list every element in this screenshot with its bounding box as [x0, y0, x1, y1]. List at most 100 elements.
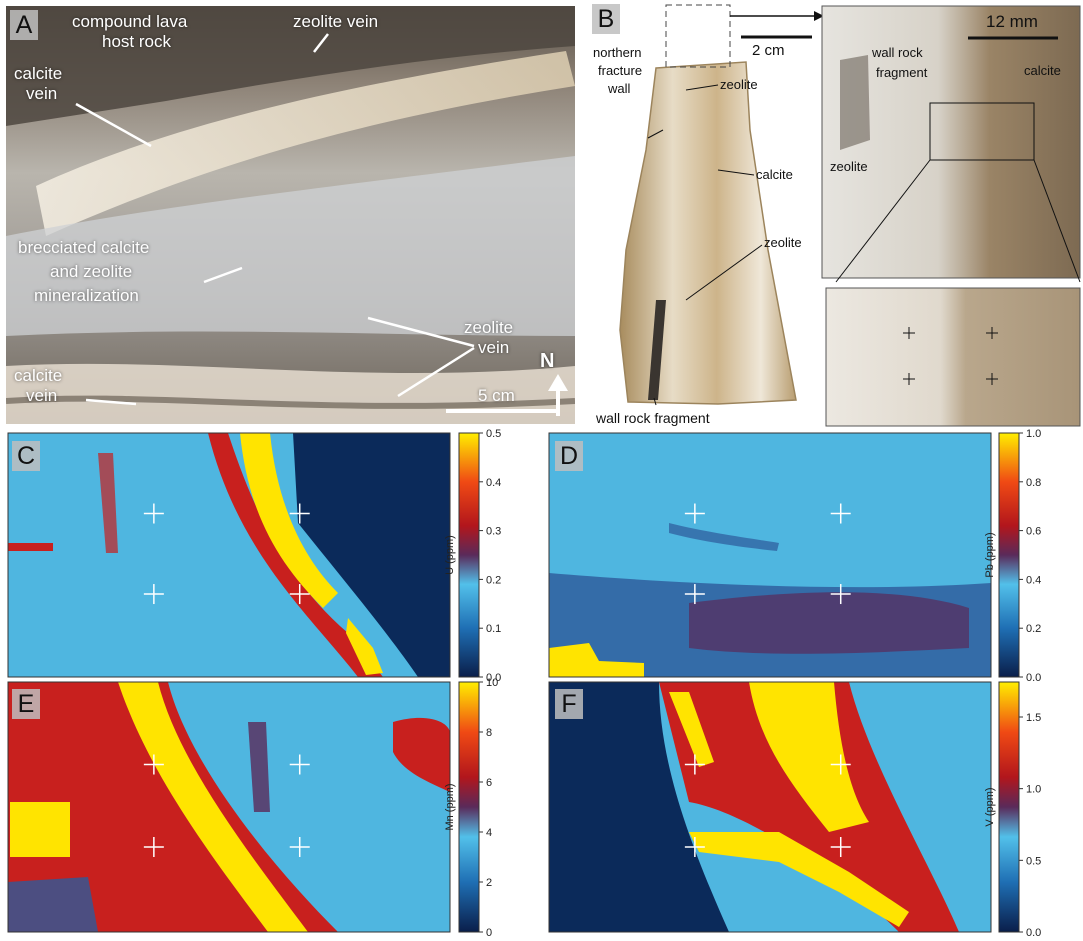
- map-c-region-4: [8, 543, 53, 551]
- scale-bar-label-a: 5 cm: [478, 386, 515, 405]
- breccia-label-2: and zeolite: [50, 262, 133, 281]
- panel-a-label: A: [10, 10, 38, 40]
- panel-f-label: F: [555, 689, 583, 719]
- map-d-colorbar-tick-label-3: 0.6: [1026, 526, 1041, 538]
- map-f-colorbar-tick-label-0: 0.0: [1026, 927, 1041, 936]
- map-f-background: [549, 682, 991, 932]
- map-e-background: [8, 682, 450, 932]
- arrow-zeolite-vein-top: [313, 33, 329, 53]
- map-c-region-1: [208, 433, 383, 677]
- calcite-vein-label-top-2: vein: [26, 84, 58, 103]
- specimen-slab: [619, 61, 797, 405]
- map-e-colorbar-tick-label-3: 6: [486, 777, 492, 789]
- breccia-label-1: brecciated calcite: [18, 238, 150, 257]
- zoom-box: [929, 102, 1035, 161]
- spot-markers: [903, 327, 998, 385]
- map-c-frame: [7, 432, 451, 678]
- arrow-zeolite-vein-bottom-1: [367, 316, 475, 348]
- zeolite-label-b2: zeolite: [764, 235, 802, 250]
- map-d-region-3: [669, 523, 779, 551]
- panel-b: B northern fracture wall zeolite calcite…: [578, 0, 1083, 432]
- map-d-region-0: [549, 573, 991, 677]
- map-e-region-2: [10, 802, 70, 857]
- zoom-photo: [825, 287, 1081, 427]
- map-f-colorbar-tick-label-2: 1.0: [1026, 784, 1041, 796]
- zeolite-vein-label-top: zeolite vein: [293, 12, 379, 31]
- inset-calcite-label: calcite: [1024, 63, 1061, 78]
- map-d-colorbar-tick-label-4: 0.8: [1026, 477, 1041, 489]
- inset-wall-rock-label-2: fragment: [876, 65, 928, 80]
- map-c-colorbar-tick-label-3: 0.3: [486, 526, 501, 538]
- map-c-region-0: [293, 433, 450, 677]
- map-c-background: [8, 433, 450, 677]
- map-d-frame: [548, 432, 992, 678]
- calcite-label-b: calcite: [756, 167, 793, 182]
- breccia-label-3: mineralization: [34, 286, 139, 305]
- map-c-colorbar-tick-label-1: 0.1: [486, 623, 501, 635]
- map-c-colorbar: [458, 432, 480, 678]
- arrow-zeolite-vein-bottom-2: [397, 346, 475, 398]
- map-c-colorbar-tick-label-0: 0.0: [486, 672, 501, 684]
- map-d-background: [549, 433, 991, 677]
- map-c-region-5: [98, 453, 118, 553]
- dashed-inset-box: [665, 4, 731, 68]
- map-e-region-3: [8, 877, 98, 932]
- north-label: N: [540, 350, 555, 372]
- calcite-vein-label-top-1: calcite: [14, 64, 63, 83]
- map-e-region-1: [118, 682, 308, 932]
- map-f-frame: [548, 681, 992, 933]
- arrow-calcite-vein-bottom: [85, 398, 137, 406]
- map-f-region-1: [659, 682, 959, 932]
- inset-zeolite-label: zeolite: [830, 159, 868, 174]
- map-f-region-4: [669, 692, 714, 767]
- map-c-colorbar-tick-label-4: 0.4: [486, 477, 501, 489]
- map-f-colorbar: [998, 681, 1020, 933]
- map-d-region-2: [549, 643, 644, 677]
- map-e-colorbar: [458, 681, 480, 933]
- arrowhead-icon: [814, 11, 824, 21]
- northern-wall-label-2: fracture: [598, 63, 643, 78]
- northern-wall-label-1: northern: [593, 45, 642, 60]
- host-rock-label-2: host rock: [102, 32, 171, 51]
- map-c-region-2: [240, 433, 338, 608]
- panel-a-photo: A compound lava host rock zeolite vein c…: [6, 6, 575, 424]
- map-f-colorbar-title: V (ppm): [984, 787, 996, 826]
- map-f-region-2: [749, 682, 869, 832]
- map-e-region-4: [393, 717, 450, 792]
- map-e-colorbar-title: Mn (ppm): [444, 783, 456, 830]
- map-e-colorbar-tick-label-5: 10: [486, 677, 498, 689]
- map-f-region-0: [549, 682, 729, 932]
- map-f-colorbar-tick-label-3: 1.5: [1026, 712, 1041, 724]
- wall-rock-fragment-label: wall rock fragment: [596, 410, 710, 426]
- map-d-colorbar-tick-label-2: 0.4: [1026, 574, 1041, 586]
- map-d-colorbar-tick-label-0: 0.0: [1026, 672, 1041, 684]
- map-f-region-3: [689, 832, 909, 927]
- hand-specimen-drawing: [619, 4, 1081, 427]
- map-e-region-0: [8, 682, 338, 932]
- host-rock-label-1: compound lava: [72, 12, 188, 31]
- map-e-colorbar-tick-label-2: 4: [486, 827, 492, 839]
- map-c-region-3: [346, 618, 383, 675]
- map-c-colorbar-tick-label-2: 0.2: [486, 574, 501, 586]
- map-f-colorbar-tick-label-1: 0.5: [1026, 855, 1041, 867]
- northern-wall-label-3: wall: [608, 81, 631, 96]
- arrow-breccia: [203, 266, 243, 284]
- scale-bar-label-b: 2 cm: [752, 42, 785, 59]
- panel-c-label: C: [12, 441, 40, 471]
- map-d-colorbar-tick-label-1: 0.2: [1026, 623, 1041, 635]
- calcite-vein-label-bottom-2: vein: [26, 386, 58, 405]
- north-arrow-icon: [548, 374, 568, 416]
- panel-d-label: D: [555, 441, 583, 471]
- outcrop-photo: [6, 6, 575, 424]
- map-d-colorbar-title: Pb (ppm): [984, 532, 996, 577]
- zeolite-vein-label-bottom-2: vein: [478, 338, 510, 357]
- calcite-vein-label-bottom-1: calcite: [14, 366, 63, 385]
- map-e-colorbar-tick-label-4: 8: [486, 727, 492, 739]
- wall-rock-fragment-shape: [648, 300, 666, 400]
- map-c-colorbar-title: U (ppm): [444, 535, 456, 575]
- zeolite-label-b1: zeolite: [720, 77, 758, 92]
- panel-a-overlays: [75, 33, 568, 416]
- arrow-calcite-vein-top: [75, 102, 152, 148]
- map-e-frame: [7, 681, 451, 933]
- panel-e-label: E: [12, 689, 40, 719]
